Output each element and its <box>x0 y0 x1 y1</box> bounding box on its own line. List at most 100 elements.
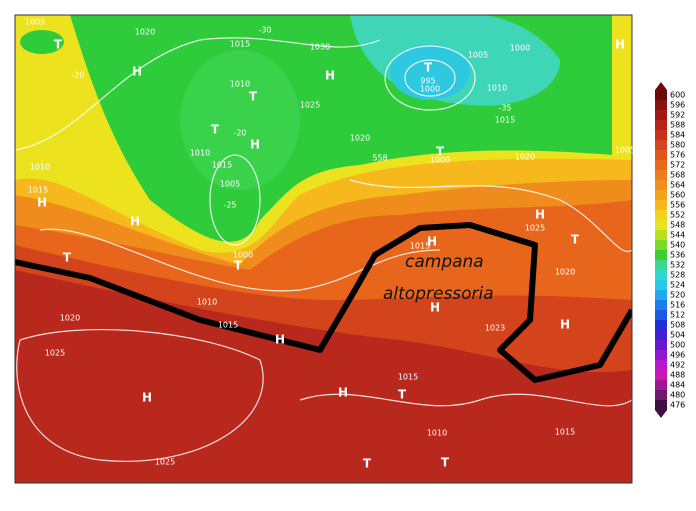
legend-swatch <box>655 360 667 371</box>
legend-swatch <box>655 170 667 181</box>
weather-map-page: 1005T1020H-2010151030-301010TH1025-20T10… <box>0 0 696 507</box>
map-label: T <box>211 123 220 137</box>
legend-label: 476 <box>670 401 685 410</box>
legend-label: 480 <box>670 391 685 400</box>
map-label: T <box>571 233 580 247</box>
map-label: 1005 <box>25 18 45 27</box>
map-label: T <box>363 457 372 471</box>
map-label: H <box>142 391 152 405</box>
legend-swatch <box>655 210 667 221</box>
legend-label: 504 <box>670 331 685 340</box>
field <box>180 50 300 190</box>
map-label: 1020 <box>555 268 575 277</box>
legend-swatch <box>655 400 667 411</box>
map-label: 1020 <box>60 314 80 323</box>
legend-swatch <box>655 310 667 321</box>
map-label: H <box>325 69 335 83</box>
map-label: -20 <box>71 71 84 80</box>
legend-label: 560 <box>670 191 685 200</box>
legend-swatch <box>655 110 667 121</box>
map-label: 1000 <box>430 156 450 165</box>
map-label: -25 <box>223 201 236 210</box>
map-label: H <box>132 65 142 79</box>
legend-cap <box>655 410 667 418</box>
legend-swatch <box>655 230 667 241</box>
map-label: 1005 <box>220 180 240 189</box>
map-label: 1000 <box>420 85 440 94</box>
map-label: H <box>130 215 140 229</box>
legend-label: 552 <box>670 211 685 220</box>
map-label: H <box>338 386 348 400</box>
map-label: -20 <box>233 129 246 138</box>
map-label: H <box>615 38 625 52</box>
legend-swatch <box>655 320 667 331</box>
map-label: -30 <box>258 26 271 35</box>
map-label: 558 <box>372 154 387 163</box>
legend-label: 600 <box>670 91 685 100</box>
legend-label: 572 <box>670 161 685 170</box>
map-label: 1015 <box>218 321 238 330</box>
legend-label: 516 <box>670 301 685 310</box>
legend-label: 592 <box>670 111 685 120</box>
map-label: -35 <box>498 104 511 113</box>
legend-swatch <box>655 220 667 231</box>
legend-swatch <box>655 290 667 301</box>
map-label: 1015 <box>495 116 515 125</box>
legend-swatch <box>655 280 667 291</box>
map-label: 1010 <box>230 80 250 89</box>
legend-label: 528 <box>670 271 685 280</box>
map-label: 1015 <box>398 373 418 382</box>
legend-label: 496 <box>670 351 685 360</box>
legend-swatch <box>655 380 667 391</box>
map-label: 1015 <box>230 40 250 49</box>
map-label: 1015 <box>555 428 575 437</box>
map-label: H <box>535 208 545 222</box>
legend-label: 520 <box>670 291 685 300</box>
legend-label: 540 <box>670 241 685 250</box>
legend-label: 556 <box>670 201 685 210</box>
legend-swatch <box>655 250 667 261</box>
legend-label: 576 <box>670 151 685 160</box>
map-label: T <box>424 61 433 75</box>
legend-label: 564 <box>670 181 685 190</box>
map-label: 1023 <box>485 324 505 333</box>
legend-label: 588 <box>670 121 685 130</box>
map-label: 1010 <box>427 429 447 438</box>
map-label: 1020 <box>350 134 370 143</box>
map-label: 1000 <box>510 44 530 53</box>
legend-swatch <box>655 100 667 111</box>
legend-swatch <box>655 120 667 131</box>
legend-label: 488 <box>670 371 685 380</box>
legend-label: 568 <box>670 171 685 180</box>
legend-label: 580 <box>670 141 685 150</box>
map-label: 1015 <box>28 186 48 195</box>
map-label: 1010 <box>197 298 217 307</box>
legend-label: 524 <box>670 281 685 290</box>
map-label: 1005 <box>615 146 635 155</box>
legend-label: 584 <box>670 131 685 140</box>
map-label: T <box>249 90 258 104</box>
color-legend: 6005965925885845805765725685645605565525… <box>655 82 685 418</box>
legend-swatch <box>655 150 667 161</box>
map <box>15 15 632 483</box>
map-label: T <box>54 38 63 52</box>
map-label: 1015 <box>410 242 430 251</box>
map-label: 1010 <box>487 84 507 93</box>
map-label: 1030 <box>310 43 330 52</box>
map-label: T <box>63 251 72 265</box>
legend-swatch <box>655 140 667 151</box>
legend-swatch <box>655 180 667 191</box>
map-label: 1020 <box>135 28 155 37</box>
legend-label: 484 <box>670 381 685 390</box>
map-label: H <box>275 333 285 347</box>
legend-label: 532 <box>670 261 685 270</box>
map-label: 1015 <box>212 161 232 170</box>
map-label: 1025 <box>45 349 65 358</box>
map-label: T <box>234 259 243 273</box>
legend-label: 548 <box>670 221 685 230</box>
legend-swatch <box>655 190 667 201</box>
legend-swatch <box>655 350 667 361</box>
legend-label: 500 <box>670 341 685 350</box>
legend-swatch <box>655 300 667 311</box>
annotation: campana <box>405 252 484 272</box>
